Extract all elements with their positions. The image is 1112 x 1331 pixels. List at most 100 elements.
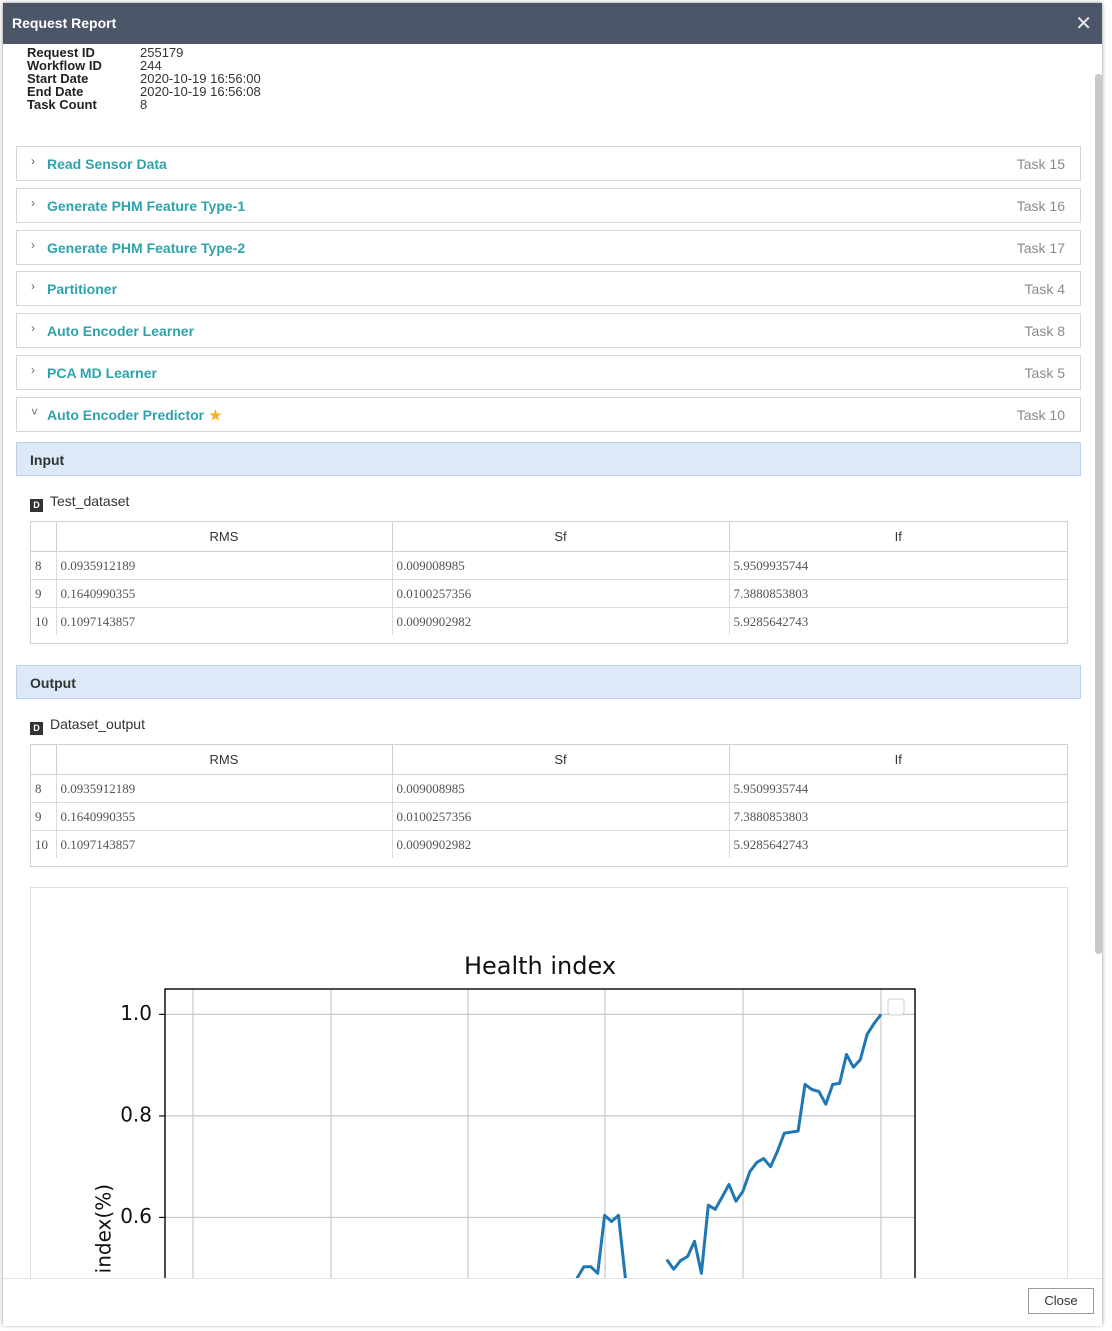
task-name: Auto Encoder Learner	[47, 323, 194, 339]
y-tick-label: 1.0	[120, 1001, 152, 1025]
section-title: Output	[30, 675, 76, 691]
chevron: ›	[31, 321, 35, 336]
table-cell: 5.9509935744	[728, 551, 1067, 580]
table-cell: 10	[35, 613, 48, 629]
table-cell: 0.1097143857	[55, 830, 392, 858]
task-name-text: Auto Encoder Predictor	[47, 406, 205, 423]
accordion-item[interactable]: › PCA MD Learner Task 5	[16, 355, 1081, 390]
modal-title: Request Report	[12, 15, 117, 31]
table-wrap: RMS Sf If 8 0.0935912189 0.009008985 5.9509935…	[30, 521, 1068, 644]
accordion-item[interactable]: › Auto Encoder Learner Task 8	[16, 313, 1081, 349]
task-id: Task 8	[1024, 323, 1065, 340]
header-row: RMS Sf If	[31, 745, 1067, 775]
header-cell: RMS	[55, 745, 392, 775]
table-row: 9 0.1640990355 0.0100257356 7.3880853803	[31, 802, 1067, 831]
table-cell: 10	[35, 836, 48, 852]
table-row: 9 0.1640990355 0.0100257356 7.3880853803	[31, 579, 1067, 608]
table-row: 10 0.1097143857 0.0090902982 5.9285642743	[31, 607, 1067, 635]
header-cell	[31, 745, 56, 775]
table-row: 8 0.0935912189 0.009008985 5.9509935744	[31, 551, 1067, 580]
table-cell: 7.3880853803	[728, 579, 1067, 608]
y-tick-label: 0.8	[120, 1102, 152, 1126]
section-title: Input	[30, 452, 65, 468]
task-id: Task 16	[1016, 197, 1065, 214]
task-name: Generate PHM Feature Type-2	[47, 240, 245, 256]
task-name: Auto Encoder Predictor ★	[47, 407, 222, 424]
task-name: Partitioner	[47, 281, 117, 297]
chevron: ›	[31, 154, 35, 168]
chart-title: Health index	[464, 952, 616, 980]
table-cell: 0.0090902982	[391, 607, 729, 635]
task-name-text: Read Sensor Data	[47, 156, 167, 172]
dataset-icon: D	[30, 499, 43, 512]
table-cell: 0.1640990355	[55, 579, 392, 608]
info-label: Workflow ID	[27, 58, 102, 73]
header-cell: Sf	[391, 745, 729, 775]
info-label: End Date	[27, 84, 84, 99]
plot-frame	[164, 988, 916, 1278]
chevron: ›	[31, 237, 35, 252]
info-value: 2020-10-19 16:56:00	[140, 71, 261, 86]
close-button[interactable]: Close	[1028, 1288, 1094, 1314]
accordion-item[interactable]: › Partitioner Task 4	[16, 271, 1081, 307]
table-cell: 7.3880853803	[728, 802, 1067, 831]
table-cell: 0.1097143857	[55, 607, 392, 635]
header-cell: RMS	[55, 522, 392, 552]
table-cell: 0.009008985	[391, 551, 729, 580]
table-row: 8 0.0935912189 0.009008985 5.9509935744	[31, 774, 1067, 803]
table-cell: 0.0935912189	[55, 551, 392, 580]
scrollbar[interactable]	[1095, 74, 1102, 954]
accordion-item[interactable]: › Read Sensor Data Task 15	[16, 146, 1081, 181]
task-id: Task 17	[1016, 239, 1065, 256]
table-cell: 9	[31, 802, 56, 831]
modal-header: Request Report ✕	[3, 3, 1102, 44]
chevron: ›	[31, 279, 35, 294]
info-value: 8	[140, 97, 148, 112]
table-cell: 5.9285642743	[728, 830, 1067, 858]
y-axis-label: index(%)	[92, 1184, 116, 1273]
dataset-name: Dataset_output	[50, 716, 145, 732]
chevron: ˅	[31, 404, 39, 419]
table-cell: 0.009008985	[391, 774, 729, 803]
table-cell: 0.0935912189	[55, 774, 392, 803]
accordion-item[interactable]: › Generate PHM Feature Type-1 Task 16	[16, 187, 1081, 223]
modal-body: Health index 1.0 0.8 0.6 index(%) Request I…	[3, 44, 1102, 1278]
task-id: Task 15	[1016, 156, 1065, 172]
close-icon[interactable]: ✕	[1075, 13, 1092, 35]
header-cell: If	[728, 522, 1067, 552]
section-bar: Input	[16, 442, 1081, 476]
task-name: Read Sensor Data	[47, 156, 167, 172]
accordion-item[interactable]: ˅ Auto Encoder Predictor ★ Task 10	[16, 396, 1081, 432]
table-cell: 0.1640990355	[55, 802, 392, 831]
modal: Request Report ✕ Health index 1.0 0.8 0.6 i…	[3, 3, 1102, 1326]
task-id: Task 5	[1024, 365, 1065, 381]
task-name: PCA MD Learner	[47, 365, 157, 381]
task-name-text: PCA MD Learner	[47, 365, 157, 381]
chart-box: Health index 1.0 0.8 0.6 index(%)	[30, 887, 1068, 1278]
line-series	[665, 1013, 883, 1275]
info-label: Start Date	[27, 71, 89, 86]
x-grid	[192, 989, 882, 1278]
table-cell: 0.0100257356	[391, 579, 729, 608]
task-id: Task 10	[1016, 406, 1065, 423]
table-cell: 5.9509935744	[728, 774, 1067, 803]
data-table: RMS Sf If 8 0.0935912189 0.009008985 5.9509935…	[31, 522, 1067, 635]
task-name: Generate PHM Feature Type-1	[47, 198, 245, 214]
task-id: Task 4	[1024, 281, 1065, 298]
header-cell: Sf	[391, 522, 729, 552]
table-wrap: RMS Sf If 8 0.0935912189 0.009008985 5.9509935…	[30, 744, 1068, 867]
data-table: RMS Sf If 8 0.0935912189 0.009008985 5.9509935…	[31, 745, 1067, 858]
y-tick-label: 0.6	[120, 1204, 152, 1228]
info-label: Task Count	[27, 97, 97, 112]
task-name-text: Auto Encoder Learner	[47, 323, 195, 340]
task-name-text: Partitioner	[47, 281, 118, 298]
table-cell: 0.0090902982	[391, 830, 729, 858]
chevron: ›	[31, 363, 35, 377]
info-value: 2020-10-19 16:56:08	[140, 84, 261, 99]
info-value: 255179	[140, 45, 184, 60]
star-icon: ★	[209, 406, 222, 423]
dataset: D Test_dataset	[30, 493, 129, 512]
accordion-item[interactable]: › Generate PHM Feature Type-2 Task 17	[16, 229, 1081, 265]
info-value: 244	[140, 58, 162, 73]
